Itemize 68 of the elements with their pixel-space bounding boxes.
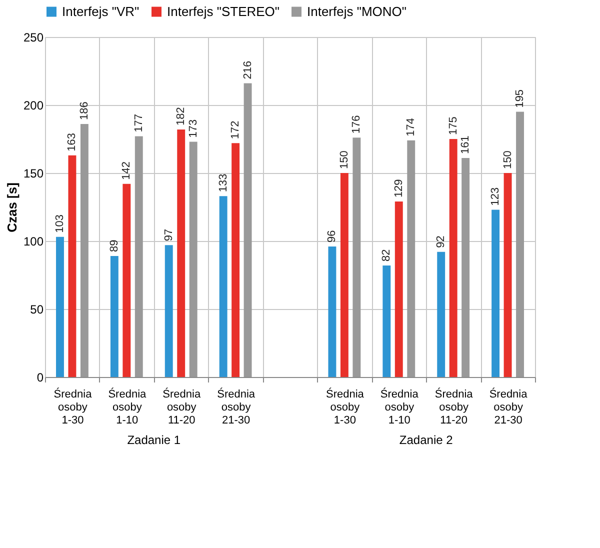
x-tick-label: Średnia osoby 1-10 [108, 388, 148, 426]
x-tick-label: Średnia osoby 1-30 [54, 388, 93, 426]
y-tick-label: 200 [23, 98, 44, 112]
data-label: 103 [54, 214, 66, 233]
data-label: 150 [502, 150, 514, 169]
x-tick-label: Średnia osoby 1-30 [326, 388, 365, 426]
bar [177, 129, 186, 377]
data-label: 142 [120, 162, 133, 180]
data-label: 97 [162, 228, 175, 242]
y-axis-title: Czas [s] [4, 182, 20, 232]
bar [340, 173, 348, 377]
bar [232, 143, 240, 377]
data-label: 177 [132, 114, 145, 132]
bar [134, 136, 143, 377]
legend-label: Interfejs "STEREO" [167, 4, 280, 19]
bar [492, 210, 500, 377]
data-label: 123 [490, 187, 502, 206]
data-label: 182 [175, 107, 188, 126]
bar [407, 140, 416, 377]
bar [504, 173, 512, 377]
text: Zadanie 2 [399, 433, 454, 447]
bar [462, 158, 470, 377]
data-label: 161 [460, 136, 472, 154]
bar [80, 124, 88, 377]
data-label: 129 [392, 179, 405, 198]
y-tick-label: 100 [23, 234, 44, 248]
bar [68, 155, 76, 377]
x-tick-label: Średnia osoby 21-30 [489, 388, 528, 426]
legend-label: Interfejs "MONO" [307, 4, 407, 19]
data-label: 186 [78, 102, 90, 120]
x-tick-label: Średnia osoby 1-10 [380, 388, 420, 426]
bar [352, 138, 361, 377]
data-label: 163 [66, 132, 78, 152]
bar [164, 245, 173, 377]
bar [189, 142, 198, 377]
bar [110, 256, 118, 377]
data-label: 150 [338, 150, 350, 169]
bar [516, 112, 524, 377]
data-label: 195 [514, 89, 526, 108]
x-tick-label: Średnia osoby 11-20 [434, 388, 474, 426]
y-tick-label: 50 [30, 302, 44, 316]
x-tick-label: Średnia osoby 21-30 [217, 388, 256, 426]
bar [244, 83, 252, 377]
data-label: 174 [405, 118, 418, 136]
data-label: 173 [187, 119, 200, 138]
x-tick-label: Średnia osoby 11-20 [162, 388, 202, 426]
text: Zadanie 1 [127, 433, 181, 447]
data-label: 89 [108, 240, 120, 252]
data-label: 96 [326, 230, 338, 242]
bar [122, 184, 131, 377]
legend-label: Interfejs "VR" [62, 4, 140, 19]
bar [219, 196, 228, 377]
data-label: 176 [350, 115, 363, 134]
data-label: 82 [380, 249, 393, 262]
data-label: 92 [435, 236, 448, 248]
bar [328, 246, 336, 377]
bar [449, 139, 458, 377]
data-label: 133 [217, 174, 230, 192]
bar [437, 252, 446, 377]
bar [382, 265, 391, 377]
y-tick-label: 250 [23, 30, 44, 44]
y-tick-label: 150 [23, 166, 44, 180]
y-tick-label: 0 [36, 370, 44, 384]
bar [56, 236, 64, 377]
data-label: 172 [230, 120, 242, 140]
data-label: 175 [447, 116, 460, 135]
bar [394, 202, 403, 377]
data-label: 216 [242, 60, 254, 80]
